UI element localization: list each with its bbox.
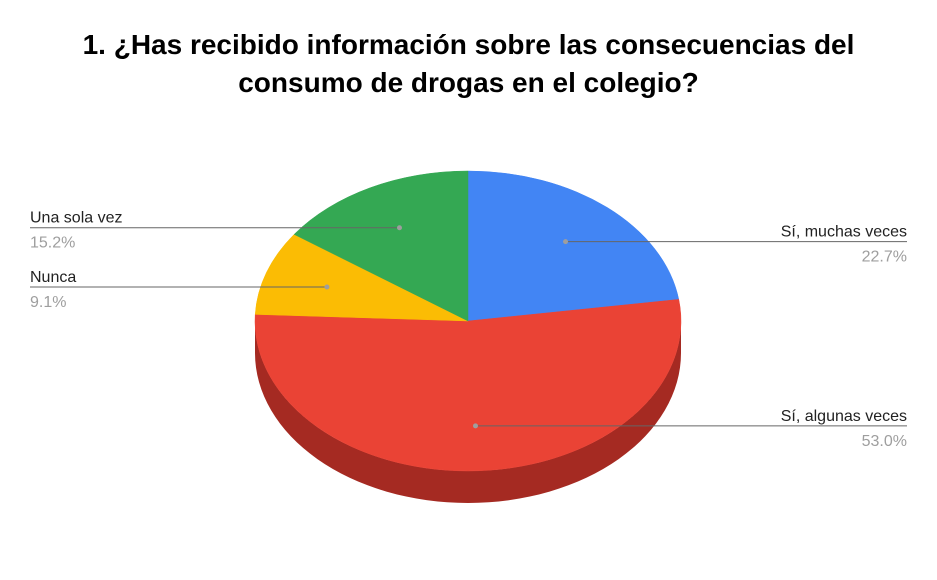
slice-label-si-muchas-veces: Sí, muchas veces — [781, 224, 907, 241]
leader-dot-si-muchas-veces — [563, 239, 569, 245]
pie-slice-una-sola-vez — [293, 170, 469, 322]
slice-value-nunca: 9.1% — [30, 294, 66, 311]
leader-dot-una-sola-vez — [396, 225, 402, 231]
slice-label-si-algunas-veces: Sí, algunas veces — [781, 408, 907, 425]
chart-title-line-2: consumo de drogas en el colegio? — [238, 67, 699, 98]
slice-label-nunca: Nunca — [30, 269, 76, 286]
pie-side — [255, 321, 681, 503]
slice-value-si-algunas-veces: 53.0% — [862, 433, 907, 450]
pie-side-si-algunas-veces — [255, 321, 681, 503]
slice-value-una-sola-vez: 15.2% — [30, 235, 75, 252]
slice-value-si-muchas-veces: 22.7% — [862, 249, 907, 266]
leader-dot-nunca — [324, 284, 330, 290]
pie-labels: Sí, muchas veces 22.7% Sí, algunas veces 53… — [30, 210, 907, 450]
pie-slice-nunca — [254, 234, 469, 322]
pie-slice-si-algunas-veces — [254, 299, 682, 472]
chart-title: 1. ¿Has recibido información sobre las c… — [0, 26, 937, 102]
leader-dot-si-algunas-veces — [472, 423, 478, 429]
pie-slice-si-muchas-veces — [467, 170, 680, 322]
pie-top — [254, 170, 682, 472]
chart-title-line-1: 1. ¿Has recibido información sobre las c… — [82, 29, 855, 60]
slice-label-una-sola-vez: Una sola vez — [30, 210, 123, 227]
